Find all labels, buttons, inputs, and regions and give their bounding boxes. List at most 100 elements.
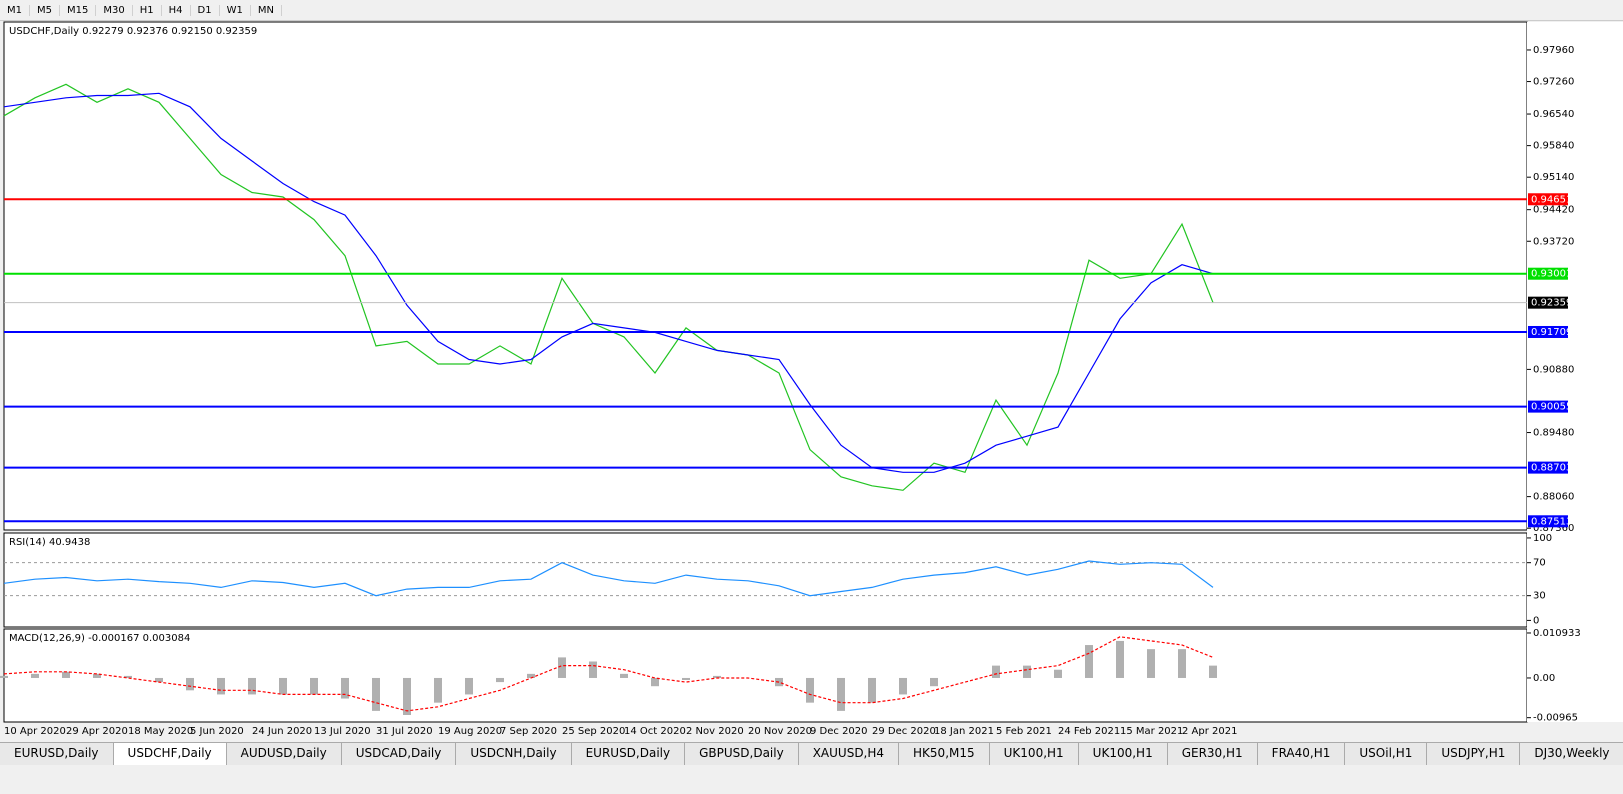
timeframe-button[interactable]: MN xyxy=(251,4,282,16)
y-tick-label: 0.010933 xyxy=(1533,628,1581,639)
x-tick-label: 2 Nov 2020 xyxy=(686,726,744,737)
x-tick-label: 24 Feb 2021 xyxy=(1058,726,1120,737)
symbol-tab[interactable]: EURUSD,Daily xyxy=(571,743,686,765)
symbol-tab[interactable]: USOil,H1 xyxy=(1345,743,1428,765)
histogram-bar xyxy=(1147,649,1155,678)
histogram-bar xyxy=(403,677,411,716)
histogram-bar xyxy=(155,677,163,683)
histogram-bar xyxy=(186,677,194,691)
rsi-panel xyxy=(3,532,1528,628)
y-tick-label: 70 xyxy=(1533,558,1546,569)
symbol-tab[interactable]: USDCNH,Daily xyxy=(456,743,572,765)
level-label: 0.93001 xyxy=(1531,269,1572,280)
x-tick-label: 29 Dec 2020 xyxy=(872,726,936,737)
histogram-bar xyxy=(465,677,473,695)
symbol-tab[interactable]: HK50,M15 xyxy=(899,743,990,765)
histogram-bar xyxy=(589,661,597,678)
last-price-label: 0.92359 xyxy=(1531,298,1572,309)
histogram-bar xyxy=(1085,645,1093,678)
symbol-tab[interactable]: DJ30,Weekly xyxy=(1520,743,1623,765)
histogram-bar xyxy=(1178,649,1186,678)
signal-line xyxy=(3,636,1214,712)
level-label: 0.88703 xyxy=(1531,463,1572,474)
histogram-bar xyxy=(527,673,535,678)
timeframe-button[interactable]: H1 xyxy=(133,4,162,16)
symbol-tab[interactable]: USDJPY,H1 xyxy=(1427,743,1521,765)
symbol-tab[interactable]: GBPUSD,Daily xyxy=(685,743,799,765)
x-tick-label: 10 Apr 2020 xyxy=(4,726,66,737)
histogram-bar xyxy=(248,677,256,695)
level-label-box xyxy=(1528,193,1568,206)
symbol-tab[interactable]: USDCHF,Daily xyxy=(113,743,227,765)
histogram-bar xyxy=(496,677,504,683)
level-label-box xyxy=(1528,515,1568,528)
y-tick-label: 0 xyxy=(1533,615,1539,626)
histogram-bar xyxy=(1209,665,1217,678)
x-tick-label: 13 Jul 2020 xyxy=(314,726,371,737)
histogram-bar xyxy=(899,677,907,695)
y-tick-label: 0.87360 xyxy=(1533,523,1574,534)
price-line xyxy=(3,92,1214,473)
timeframe-button[interactable]: W1 xyxy=(220,4,251,16)
histogram-bar xyxy=(713,675,721,678)
rsi-line xyxy=(3,560,1214,597)
symbol-tab[interactable]: XAUUSD,H4 xyxy=(798,743,900,765)
histogram-bar xyxy=(279,677,287,695)
timeframe-button[interactable]: M30 xyxy=(96,4,133,16)
histogram-bar xyxy=(434,677,442,703)
histogram-bar xyxy=(372,677,380,711)
y-tick-label: 30 xyxy=(1533,591,1546,602)
histogram-bar xyxy=(31,673,39,678)
histogram-bar xyxy=(930,677,938,687)
histogram-bar xyxy=(558,657,566,678)
panel-title: USDCHF,Daily 0.92279 0.92376 0.92150 0.9… xyxy=(9,26,257,37)
histogram-bar xyxy=(93,673,101,678)
histogram-bar xyxy=(1116,640,1124,678)
level-label: 0.94651 xyxy=(1531,194,1572,205)
histogram-bar xyxy=(310,677,318,695)
histogram-bar xyxy=(651,677,659,687)
timeframe-button[interactable]: M15 xyxy=(60,4,97,16)
panel-title: RSI(14) 40.9438 xyxy=(9,537,90,548)
symbol-tab[interactable]: AUDUSD,Daily xyxy=(226,743,342,765)
x-tick-label: 14 Oct 2020 xyxy=(624,726,686,737)
symbol-tab[interactable]: UK100,H1 xyxy=(989,743,1079,765)
x-tick-label: 29 Apr 2020 xyxy=(66,726,128,737)
histogram-bar xyxy=(124,675,132,678)
histogram-bar xyxy=(62,671,70,678)
symbol-tab[interactable]: FRA40,H1 xyxy=(1257,743,1346,765)
symbol-tab[interactable]: USDCAD,Daily xyxy=(341,743,457,765)
histogram-bar xyxy=(620,673,628,678)
level-label-box xyxy=(1528,267,1568,280)
histogram-bar xyxy=(1023,665,1031,678)
symbol-tab[interactable]: EURUSD,Daily xyxy=(0,743,114,765)
histogram-bar xyxy=(217,677,225,695)
symbol-tab[interactable]: UK100,H1 xyxy=(1078,743,1168,765)
y-tick-label: 100 xyxy=(1533,533,1552,544)
x-tick-label: 19 Aug 2020 xyxy=(438,726,502,737)
panel-title: MACD(12,26,9) -0.000167 0.003084 xyxy=(9,633,190,644)
price-axis xyxy=(1527,22,1623,722)
x-tick-label: 20 Nov 2020 xyxy=(748,726,812,737)
x-tick-label: 25 Sep 2020 xyxy=(562,726,625,737)
y-tick-label: 0.88060 xyxy=(1533,492,1574,503)
timeframe-button[interactable]: D1 xyxy=(191,4,220,16)
timeframe-button[interactable]: M5 xyxy=(30,4,60,16)
histogram-bar xyxy=(682,677,690,681)
y-tick-label: 0.93720 xyxy=(1533,236,1574,247)
x-tick-label: 24 Jun 2020 xyxy=(252,726,312,737)
level-label-box xyxy=(1528,400,1568,413)
timeframe-button[interactable]: M1 xyxy=(0,4,30,16)
x-tick-label: 15 Mar 2021 xyxy=(1120,726,1183,737)
x-tick-label: 7 Sep 2020 xyxy=(500,726,557,737)
timeframe-button[interactable]: H4 xyxy=(162,4,191,16)
x-tick-label: 31 Jul 2020 xyxy=(376,726,433,737)
y-tick-label: 0.89480 xyxy=(1533,428,1574,439)
symbol-tab[interactable]: GER30,H1 xyxy=(1167,743,1258,765)
macd-panel xyxy=(3,628,1528,723)
y-tick-label: -0.00965 xyxy=(1533,713,1578,724)
x-tick-label: 5 Feb 2021 xyxy=(996,726,1052,737)
level-label: 0.91709 xyxy=(1531,327,1572,338)
histogram-bar xyxy=(806,677,814,703)
